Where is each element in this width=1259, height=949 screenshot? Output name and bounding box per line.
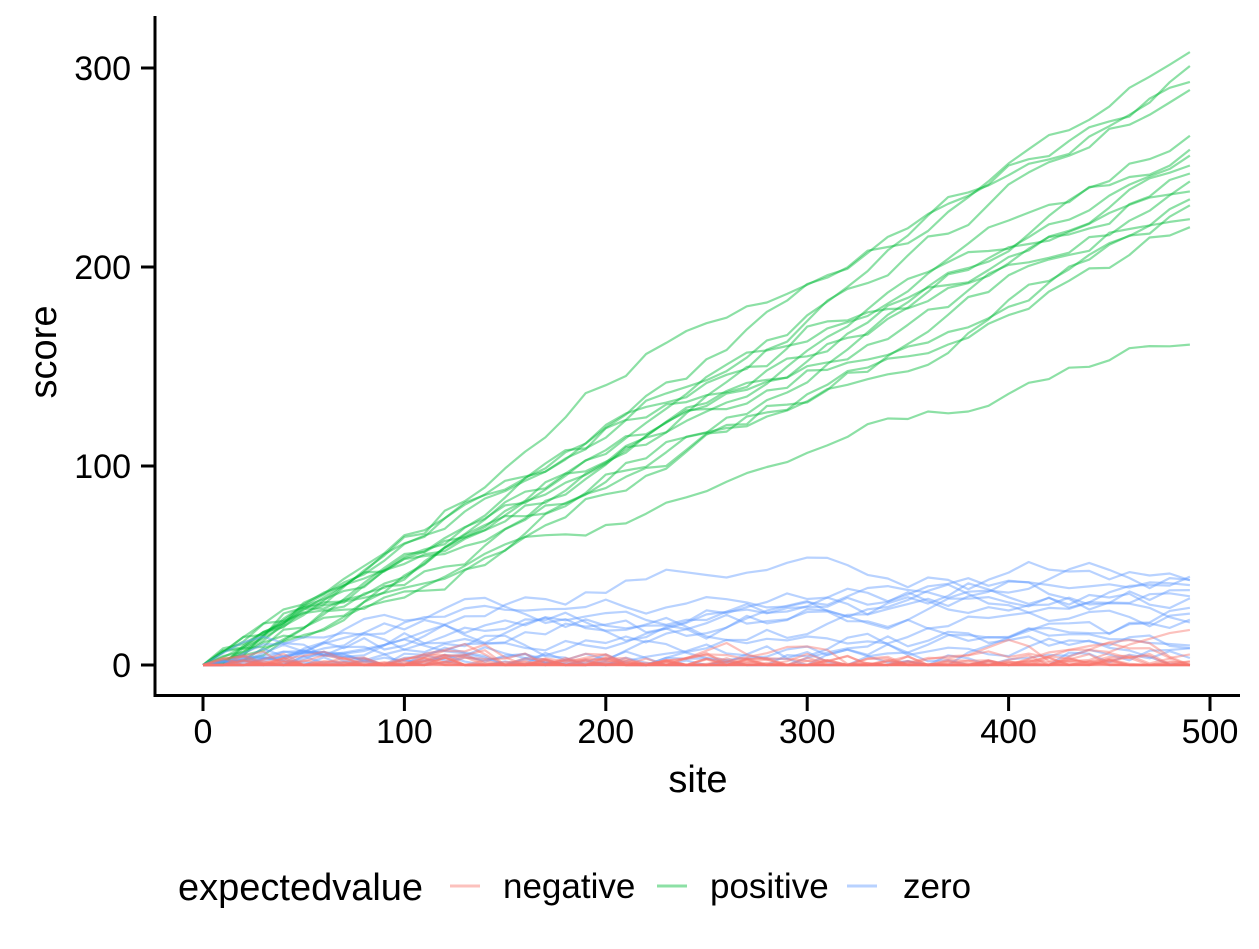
- series-line-negative: [203, 641, 1190, 667]
- series-line-positive: [202, 218, 1191, 667]
- x-axis-ticks: [201, 697, 1212, 711]
- series-line-zero: [202, 580, 1191, 667]
- series-line-positive: [202, 164, 1191, 666]
- y-axis-title: score: [23, 306, 65, 399]
- series-line-negative: [202, 653, 1191, 667]
- series-line-positive: [202, 226, 1191, 667]
- series-line-zero: [202, 575, 1191, 667]
- series-line-zero: [202, 618, 1191, 667]
- series-line-negative: [203, 642, 1191, 667]
- series-line-zero: [203, 582, 1191, 667]
- series-line-negative: [203, 638, 1190, 667]
- x-axis-tick-label: 0: [194, 713, 213, 751]
- x-axis-tick-label: 100: [376, 713, 433, 751]
- legend-label-positive: positive: [710, 867, 829, 906]
- series-line-negative: [203, 642, 1190, 667]
- series-line-positive: [202, 180, 1191, 667]
- series-line-positive: [202, 134, 1191, 667]
- y-axis-ticks: [141, 66, 154, 667]
- y-axis-tick-label: 0: [112, 647, 131, 685]
- y-axis-tick-labels: 0 100 200 300: [74, 50, 131, 685]
- y-axis-tick-label: 100: [74, 448, 131, 486]
- series-lines: [202, 51, 1191, 667]
- series-line-negative: [203, 650, 1190, 667]
- y-axis-tick-label: 200: [74, 249, 131, 287]
- x-axis-tick-label: 400: [980, 713, 1037, 751]
- x-axis-tick-label: 300: [779, 713, 836, 751]
- series-line-positive: [202, 172, 1191, 666]
- x-axis-tick-label: 200: [577, 713, 634, 751]
- x-axis-tick-label: 500: [1182, 713, 1239, 751]
- series-line-positive: [202, 51, 1191, 666]
- series-line-negative: [203, 654, 1190, 667]
- legend-label-negative: negative: [503, 867, 635, 906]
- series-line-positive: [202, 343, 1190, 667]
- legend-item-zero: zero: [847, 867, 971, 906]
- series-line-negative: [202, 628, 1191, 667]
- series-line-zero: [202, 627, 1190, 667]
- series-line-zero: [203, 606, 1191, 667]
- series-line-negative: [203, 651, 1190, 667]
- legend-item-negative: negative: [450, 867, 635, 906]
- legend-item-positive: positive: [657, 867, 829, 906]
- series-line-negative: [203, 654, 1190, 667]
- y-axis-tick-label: 300: [74, 50, 131, 88]
- series-line-positive: [202, 80, 1191, 667]
- series-line-positive: [202, 65, 1191, 667]
- series-line-positive: [202, 154, 1191, 666]
- series-line-zero: [202, 591, 1191, 667]
- series-line-zero: [203, 561, 1190, 667]
- series-line-negative: [202, 654, 1190, 667]
- series-line-positive: [202, 198, 1191, 667]
- series-line-zero: [203, 556, 1191, 667]
- axis-lines: [153, 16, 1240, 697]
- series-line-zero: [203, 589, 1190, 667]
- series-line-negative: [203, 645, 1190, 667]
- series-line-positive: [202, 190, 1191, 667]
- x-axis-tick-labels: 0 100 200 300 400 500: [194, 713, 1239, 751]
- series-line-negative: [203, 653, 1191, 667]
- x-axis-title: site: [668, 759, 727, 801]
- series-line-zero: [203, 631, 1191, 667]
- legend-title: expectedvalue: [178, 867, 423, 909]
- series-line-negative: [203, 638, 1191, 667]
- series-line-positive: [202, 88, 1191, 667]
- series-line-zero: [202, 583, 1191, 666]
- legend-label-zero: zero: [903, 867, 971, 906]
- series-line-zero: [203, 637, 1190, 667]
- series-line-zero: [202, 577, 1191, 667]
- series-line-zero: [203, 643, 1190, 667]
- series-line-positive: [202, 204, 1191, 666]
- series-line-negative: [202, 650, 1190, 667]
- series-line-zero: [203, 630, 1191, 667]
- legend: expectedvalue negative positive zero: [178, 867, 971, 909]
- series-line-positive: [202, 148, 1191, 666]
- series-line-negative: [203, 655, 1191, 667]
